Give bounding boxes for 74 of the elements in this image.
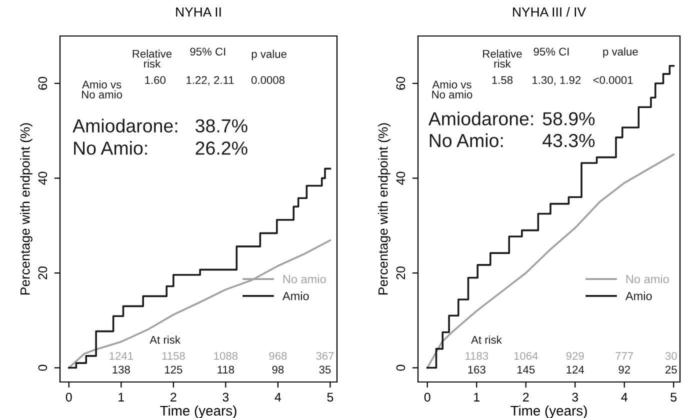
annotation: 95% CI <box>534 48 569 56</box>
chart-title: NYHA III / IV <box>513 6 586 17</box>
annotation: <0.0001 <box>593 76 633 84</box>
annotation: 145 <box>517 366 535 374</box>
x-tick-label: 0 <box>66 392 72 402</box>
annotation: 1.30, 1.92 <box>532 76 581 86</box>
x-tick-label: 4 <box>274 392 282 402</box>
annotation: Amio vs No amio <box>432 80 472 98</box>
annotation: At risk <box>150 336 180 344</box>
x-tick-label: 2 <box>170 392 176 402</box>
annotation: 138 <box>112 366 130 374</box>
annotation: At risk <box>471 336 502 344</box>
y-tick-label: 0 <box>396 364 406 371</box>
annotation: p value <box>603 47 638 58</box>
annotation: 30 <box>665 352 677 360</box>
x-tick-label: 1 <box>474 392 480 402</box>
annotation: 1064 <box>514 352 538 360</box>
y-tick-label: 20 <box>396 266 406 280</box>
x-tick-label: 5 <box>327 392 334 402</box>
annotation: 1.60 <box>145 76 166 84</box>
x-axis-title: Time (years) <box>510 405 587 418</box>
x-tick-label: 3 <box>222 392 229 402</box>
x-tick-label: 0 <box>424 392 430 402</box>
annotation: Amiodarone: <box>428 112 533 126</box>
y-tick-label: 40 <box>396 172 406 185</box>
x-tick-label: 3 <box>572 392 578 402</box>
y-axis-title: Percentage with endpoint (%) <box>378 123 390 294</box>
annotation: 163 <box>468 366 486 374</box>
annotation: 1241 <box>110 352 133 360</box>
annotation: 25 <box>666 366 677 374</box>
x-tick-label: 1 <box>118 392 124 402</box>
annotation: 43.3% <box>542 134 595 148</box>
annotation: 0.0008 <box>251 76 285 84</box>
annotation: 58.9% <box>542 112 595 126</box>
annotation: 35 <box>319 366 331 374</box>
annotation: 929 <box>566 352 584 360</box>
annotation: 367 <box>316 352 334 360</box>
annotation: 968 <box>269 352 287 360</box>
annotation: 1.58 <box>492 76 513 84</box>
annotation: Relative risk <box>132 50 172 68</box>
annotation: No Amio: <box>430 133 503 148</box>
legend-label: Amio <box>625 292 652 300</box>
annotation: 1.22, 2.11 <box>186 76 234 86</box>
annotation: Relative risk <box>483 50 522 68</box>
y-tick-label: 0 <box>38 364 48 371</box>
y-tick-label: 60 <box>396 76 406 90</box>
annotation: 118 <box>218 366 234 374</box>
legend-label: Amio <box>282 292 309 300</box>
annotation: Amio vs No amio <box>82 80 122 98</box>
annotation: 124 <box>566 366 584 374</box>
annotation: 1183 <box>466 352 488 360</box>
x-tick-label: 4 <box>621 392 628 402</box>
chart-title: NYHA II <box>176 7 221 17</box>
x-tick-label: 2 <box>523 392 529 402</box>
annotation: 777 <box>616 352 634 360</box>
annotation: No Amio: <box>74 141 147 155</box>
annotation: 26.2% <box>196 142 248 155</box>
annotation: 1088 <box>214 352 238 360</box>
y-tick-label: 40 <box>38 172 48 185</box>
annotation: 98 <box>272 366 284 374</box>
x-axis-title: Time (years) <box>160 405 236 418</box>
annotation: 1158 <box>162 352 185 360</box>
y-tick-label: 60 <box>38 76 48 90</box>
x-tick-label: 5 <box>670 392 677 402</box>
legend-label: No amio <box>626 274 669 284</box>
annotation: p value <box>252 50 286 60</box>
annotation: 125 <box>164 366 182 374</box>
annotation: Amiodarone: <box>72 118 178 133</box>
annotation: 92 <box>618 366 630 374</box>
y-axis-title: Percentage with endpoint (%) <box>20 123 32 294</box>
legend-label: No amio <box>283 274 326 284</box>
annotation: 95% CI <box>190 48 226 56</box>
y-tick-label: 20 <box>38 266 48 280</box>
annotation: 38.7% <box>196 119 248 133</box>
